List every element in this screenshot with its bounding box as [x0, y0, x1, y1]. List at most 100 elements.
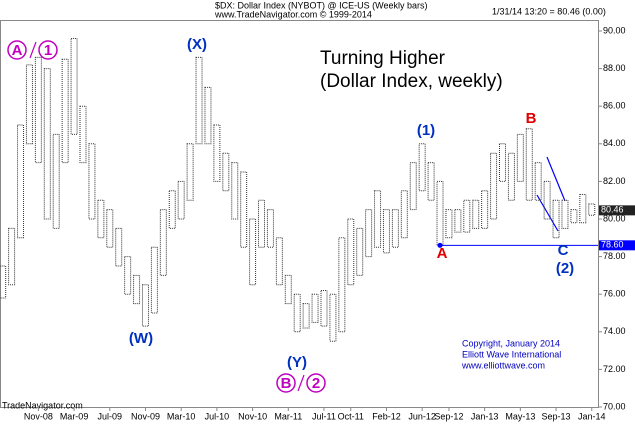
- price-bar: [204, 86, 212, 145]
- price-bar: [25, 64, 33, 145]
- price-bar: [374, 190, 382, 248]
- x-tick-label: May-13: [505, 411, 535, 421]
- price-bar: [579, 194, 587, 224]
- y-tick-label: 78.00: [603, 251, 626, 261]
- wedge-line: [536, 194, 559, 232]
- footer: www.elliottwave.com: [461, 360, 545, 370]
- last-label: 80.46: [601, 205, 624, 215]
- price-bar: [133, 274, 141, 305]
- price-bar: [516, 133, 524, 182]
- headline: (Dollar Index, weekly): [320, 71, 503, 92]
- wave-circle: [276, 373, 296, 393]
- price-bar: [427, 162, 435, 201]
- wave-label: A: [437, 245, 448, 262]
- x-tick-label: Feb-12: [372, 411, 401, 421]
- x-tick-label: Nov-08: [24, 411, 53, 421]
- wave-label: 2: [312, 375, 320, 392]
- price-bar: [168, 190, 176, 229]
- price-bar: [177, 180, 185, 220]
- wave-label: 1: [44, 42, 52, 59]
- price-bar: [570, 209, 578, 224]
- price-bar: [490, 152, 498, 220]
- price-bar: [382, 209, 390, 254]
- price-bar: [70, 38, 78, 135]
- y-tick-label: 84.00: [603, 138, 626, 148]
- x-tick-label: Jun-12: [408, 411, 436, 421]
- price-bar: [213, 124, 221, 182]
- price-bar: [222, 152, 230, 192]
- x-tick-label: Sep-13: [542, 411, 571, 421]
- level-tag: [599, 240, 635, 251]
- x-tick-label: Sep-12: [434, 411, 463, 421]
- wave-label: B: [281, 375, 292, 392]
- source: TradeNavigator.com: [2, 400, 83, 410]
- price-bar: [445, 209, 453, 239]
- y-tick-label: 74.00: [603, 326, 626, 336]
- price-bar: [347, 218, 355, 286]
- footer: Copyright, January 2014: [462, 338, 560, 348]
- headline: Turning Higher: [320, 48, 446, 69]
- y-tick-label: 88.00: [603, 63, 626, 73]
- price-bar: [61, 58, 69, 164]
- level-label: 78.60: [601, 240, 624, 250]
- footer: Elliott Wave International: [462, 349, 561, 359]
- price-bar: [195, 56, 203, 145]
- price-bar: [525, 128, 533, 201]
- price-bar: [534, 162, 542, 201]
- wave-label: (1): [417, 122, 435, 139]
- price-bar: [34, 56, 42, 164]
- wave-label: (X): [187, 36, 207, 53]
- wave-label: C: [558, 242, 569, 259]
- price-bar: [472, 199, 480, 229]
- price-bar: [52, 133, 60, 229]
- x-tick-label: Jul-11: [312, 411, 336, 421]
- x-tick-label: Jan-14: [578, 411, 606, 421]
- wave-label: (Y): [287, 354, 307, 371]
- x-tick-label: Jan-13: [471, 411, 499, 421]
- y-tick-label: 76.00: [603, 289, 626, 299]
- slash: [29, 41, 37, 59]
- price-bar: [97, 199, 105, 239]
- price-bar: [293, 293, 301, 333]
- price-bar: [454, 209, 462, 233]
- wave-label: B: [526, 110, 537, 127]
- price-bar: [561, 199, 569, 229]
- y-tick-label: 80.00: [603, 213, 626, 223]
- x-tick-label: Mar-10: [167, 411, 196, 421]
- price-bar: [150, 246, 158, 314]
- price-bar: [275, 237, 283, 286]
- price-bar: [240, 171, 248, 248]
- quote: 1/31/14 13:20 = 80.46 (0.00): [492, 6, 606, 16]
- chart-title: $DX: Dollar Index (NYBOT) @ ICE-US (Week…: [215, 0, 428, 10]
- price-bar: [88, 143, 96, 220]
- price-bar: [463, 199, 471, 233]
- price-bar: [0, 265, 7, 299]
- price-bar: [115, 227, 123, 267]
- y-tick-label: 72.00: [603, 364, 626, 374]
- x-tick-label: Jul-10: [205, 411, 230, 421]
- x-tick-label: Jul-09: [98, 411, 123, 421]
- price-bar: [249, 218, 257, 286]
- price-bar: [356, 227, 364, 276]
- price-bar: [258, 199, 266, 248]
- plot-frame: [0, 20, 599, 408]
- price-bar: [141, 284, 149, 327]
- x-tick-label: Mar-11: [274, 411, 302, 421]
- price-bar: [320, 289, 328, 327]
- price-bar: [302, 303, 310, 329]
- x-tick-label: Oct-11: [338, 411, 364, 421]
- wave-label: (2): [556, 260, 574, 277]
- slash: [297, 374, 305, 392]
- wave-label: (W): [129, 330, 153, 347]
- price-bar: [266, 209, 274, 248]
- x-tick-label: Nov-09: [131, 411, 160, 421]
- price-bar: [124, 256, 132, 295]
- x-tick-label: Nov-10: [238, 411, 267, 421]
- price-bar: [338, 237, 346, 333]
- price-bar: [588, 203, 596, 216]
- wave-circle: [7, 40, 27, 60]
- price-bar: [159, 209, 167, 276]
- price-bar: [365, 209, 373, 258]
